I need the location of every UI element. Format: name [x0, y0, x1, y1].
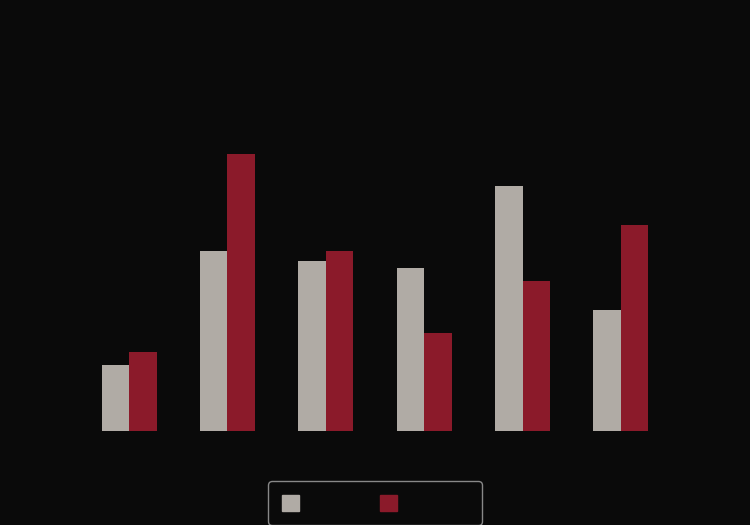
Bar: [621, 225, 649, 430]
Bar: [129, 352, 157, 430]
Bar: [101, 365, 129, 430]
Bar: [227, 154, 255, 430]
Bar: [523, 281, 550, 430]
Bar: [593, 310, 621, 430]
Legend: UK, Germany: UK, Germany: [272, 485, 478, 521]
Bar: [397, 268, 424, 430]
Bar: [298, 261, 326, 430]
Bar: [326, 251, 353, 430]
Bar: [495, 186, 523, 430]
Bar: [200, 251, 227, 430]
Bar: [424, 333, 451, 430]
